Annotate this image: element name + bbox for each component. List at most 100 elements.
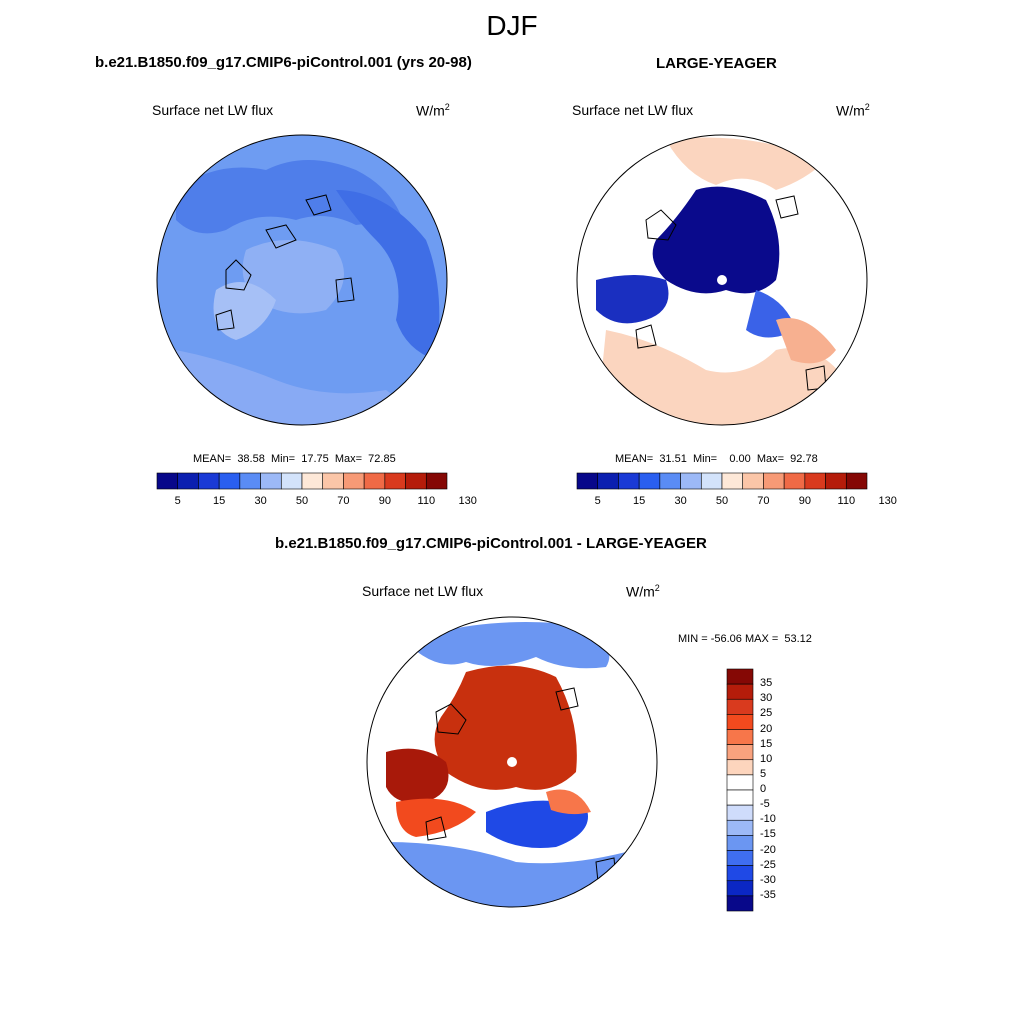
panel1-subtitle: Surface net LW flux	[152, 102, 274, 118]
panel1-colorbar-tick: 90	[378, 495, 392, 507]
panel2-colorbar-swatch	[597, 472, 619, 490]
panel2-norwegian-sea	[776, 318, 836, 364]
panel1-colorbar-swatch	[156, 472, 179, 490]
panel2-colorbar-labels: 5 15 30 50 70 90 110 130	[577, 495, 897, 509]
panel3-subtitle: Surface net LW flux	[362, 583, 484, 599]
panel3-title: b.e21.B1850.f09_g17.CMIP6-piControl.001 …	[275, 535, 707, 552]
panel2-map-border	[576, 134, 868, 426]
panel1-colorbar-swatch	[384, 472, 406, 490]
panel3-colorbar-tick: -15	[760, 828, 776, 841]
panel2-colorbar-swatch	[638, 472, 661, 490]
panel1-colorbar-swatch	[405, 472, 427, 490]
panel2-colorbar-swatch	[721, 472, 744, 490]
panel1-stats: MEAN= 38.58 Min= 17.75 Max= 72.85	[193, 453, 396, 465]
panel3-colorbar-tick: -25	[760, 858, 776, 871]
panel2-colorbar	[576, 472, 868, 490]
panel1-colorbar-swatch	[239, 472, 261, 490]
panel3-colorbar-swatch	[726, 744, 754, 761]
panel2-units-exp: 2	[864, 102, 870, 112]
panel2-units-base: W/m	[836, 102, 865, 119]
panel2-colorbar-swatch	[618, 472, 640, 490]
panel3-colorbar-tick: 20	[760, 722, 773, 735]
panel2-colorbar-swatch	[742, 472, 764, 490]
panel2-subtitle: Surface net LW flux	[572, 102, 694, 118]
panel3-colorbar-tick: -5	[760, 798, 770, 811]
panel3-colorbar-tick: 25	[760, 707, 773, 720]
panel1-colorbar-labels: 5 15 30 50 70 90 110 130	[157, 495, 477, 509]
panel2-colorbar-swatch	[659, 472, 681, 490]
panel1-units: W/m2	[416, 102, 450, 119]
panel2-colorbar-swatch	[825, 472, 847, 490]
panel1-colorbar-tick: 110	[417, 495, 436, 507]
panel2-atlantic-warm	[596, 330, 846, 425]
panel1-colorbar-tick: 50	[295, 495, 309, 507]
panel3-colorbar-tick: 30	[760, 692, 773, 705]
panel3-colorbar-swatch	[726, 759, 754, 776]
panel3-colorbar-swatch	[726, 714, 754, 730]
panel2-colorbar-tick: 70	[757, 495, 770, 507]
panel2-colorbar-tick: 50	[715, 495, 729, 507]
panel3-colorbar-tick: -30	[760, 873, 776, 886]
panel3-colorbar-tick: 5	[760, 767, 767, 780]
panel3-colorbar-tick: 10	[760, 752, 773, 765]
panel1-colorbar-swatch	[322, 472, 344, 490]
panel3-colorbar-tick: 0	[760, 783, 767, 795]
panel2-colorbar-tick: 90	[798, 495, 812, 507]
panel3-colorbar-swatch	[726, 804, 754, 821]
panel2-map	[576, 134, 868, 426]
panel1-colorbar-tick: 30	[254, 495, 267, 507]
panel3-colorbar-swatch	[726, 668, 754, 685]
panel2-title: LARGE-YEAGER	[656, 55, 777, 72]
panel1-units-exp: 2	[444, 102, 450, 112]
panel3-colorbar-swatch	[726, 895, 754, 912]
panel2-colorbar-tick: 5	[594, 495, 601, 507]
panel3-pacific-cool	[406, 622, 610, 669]
panel3-colorbar-swatch	[726, 865, 754, 882]
panel2-colorbar-swatch	[783, 472, 806, 490]
panel3-units-base: W/m	[626, 583, 655, 600]
panel3-colorbar-swatch	[726, 789, 754, 806]
panel2-pole-hole	[717, 275, 727, 285]
panel3-colorbar-swatch	[726, 819, 754, 836]
panel2-colorbar-swatch	[763, 472, 785, 490]
panel1-colorbar-swatch	[218, 472, 241, 490]
panel1-colorbar-swatch	[260, 472, 282, 490]
panel3-colorbar-tick: -35	[760, 888, 776, 901]
panel2-arctic-ice	[652, 186, 780, 294]
panel2-colorbar-swatch	[680, 472, 702, 490]
panel1-eurasia-flux	[336, 190, 440, 360]
panel2-stats: MEAN= 31.51 Min= 0.00 Max= 92.78	[615, 453, 818, 465]
panel2-colorbar-swatch	[576, 472, 599, 490]
panel1-colorbar-swatch	[280, 472, 303, 490]
panel3-colorbar-swatch	[726, 880, 754, 897]
panel1-colorbar-tick: 5	[174, 495, 181, 507]
panel3-colorbar-tick: 35	[760, 677, 773, 690]
panel3-colorbar-tick: -20	[760, 843, 776, 856]
panel2-colorbar-swatch	[700, 472, 723, 490]
panel1-colorbar-swatch	[343, 472, 365, 490]
panel1-colorbar-swatch	[198, 472, 220, 490]
panel3-pole-hole	[507, 757, 517, 767]
panel3-map	[366, 616, 658, 908]
panel3-colorbar-tick: 15	[760, 737, 773, 750]
panel3-ice-edge-warm	[546, 789, 591, 815]
panel1-colorbar-tick: 70	[337, 495, 350, 507]
panel3-archipelago-warm	[386, 748, 449, 803]
panel1-title: b.e21.B1850.f09_g17.CMIP6-piControl.001 …	[95, 54, 472, 71]
panel3-colorbar-labels: 35 30 25 20 15 10 5 0 -5 -10 -15 -20 -25 -30 -35	[760, 669, 800, 911]
panel2-archipelago	[596, 275, 669, 324]
panel1-colorbar	[156, 472, 448, 490]
panel2-colorbar-swatch	[804, 472, 826, 490]
panel3-arctic-warm	[434, 665, 577, 790]
panel1-colorbar-swatch	[301, 472, 324, 490]
panel1-colorbar-swatch	[177, 472, 199, 490]
panel1-colorbar-tick: 15	[212, 495, 226, 507]
panel3-labrador-warm	[396, 798, 476, 837]
panel2-colorbar-swatch	[845, 472, 868, 490]
panel1-colorbar-tick: 130	[458, 495, 477, 507]
panel3-colorbar-tick: -10	[760, 813, 776, 826]
season-title: DJF	[486, 10, 538, 41]
panel3-colorbar-swatch	[726, 683, 754, 700]
panel3-colorbar	[726, 668, 754, 912]
panel1-coastlines	[215, 194, 355, 331]
